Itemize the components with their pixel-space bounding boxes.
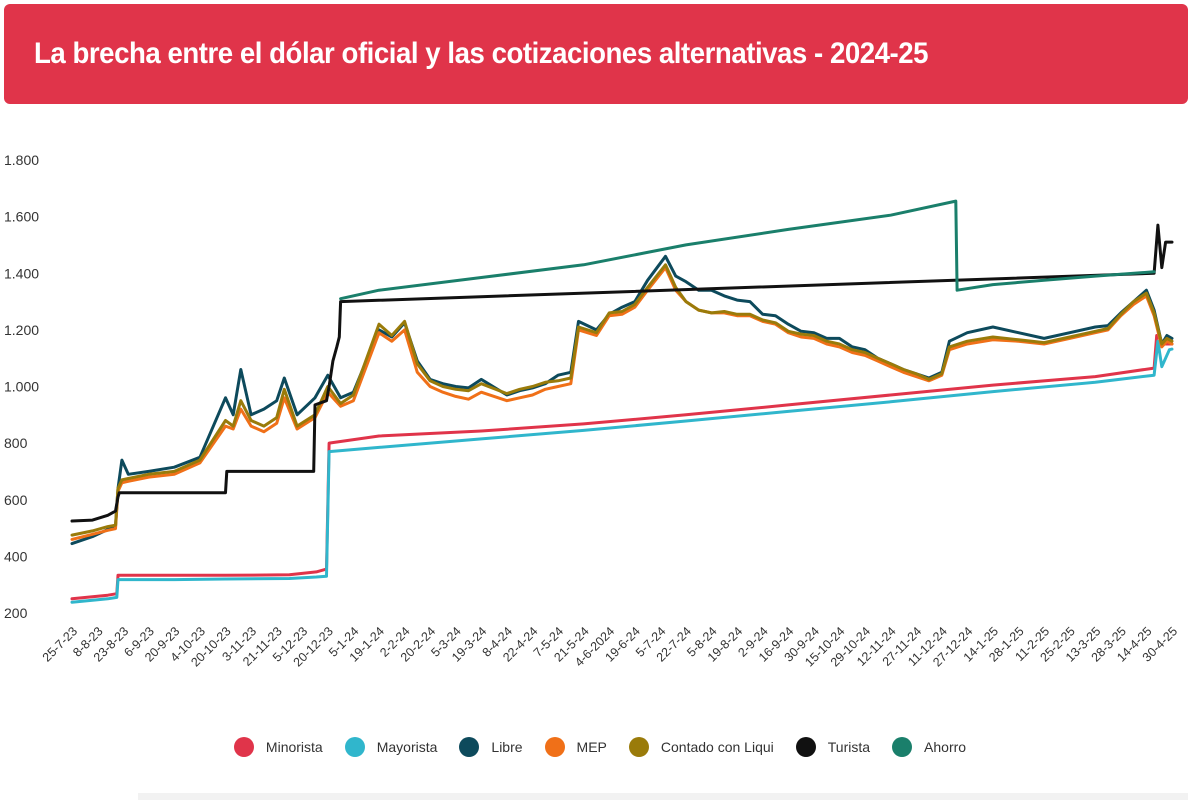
y-tick-label: 1.800 <box>4 152 39 168</box>
x-axis: 25-7-238-8-2323-8-236-9-2320-9-234-10-23… <box>40 624 1180 669</box>
legend-label: Contado con Liqui <box>660 739 774 755</box>
y-tick-label: 1.600 <box>4 209 39 225</box>
legend: Minorista Mayorista Libre MEP Contado con Li… <box>0 733 1200 761</box>
page-title: La brecha entre el dólar oficial y las c… <box>34 37 929 70</box>
legend-label: Minorista <box>265 739 323 755</box>
legend-label: Ahorro <box>924 739 967 755</box>
legend-swatch <box>544 737 565 757</box>
series-line-minorista <box>70 334 1174 601</box>
y-tick-label: 400 <box>4 548 28 564</box>
series-line-mep <box>70 266 1174 541</box>
footer-bar <box>138 793 1188 800</box>
legend-item[interactable]: Libre <box>459 737 523 757</box>
legend-swatch <box>459 737 480 757</box>
y-tick-label: 1.400 <box>4 265 39 281</box>
legend-swatch <box>344 737 365 757</box>
legend-item[interactable]: MEP <box>544 737 607 757</box>
legend-label: Mayorista <box>376 739 438 755</box>
series-line-turista <box>70 223 1174 523</box>
legend-swatch <box>795 737 816 757</box>
series-lines <box>70 199 1174 604</box>
line-chart: 200 400 600 800 1.000 1.200 1.400 1.600 1.800 25… <box>4 152 1180 670</box>
legend-item[interactable]: Mayorista <box>344 737 438 757</box>
legend-item[interactable]: Turista <box>795 737 871 757</box>
legend-item[interactable]: Minorista <box>233 737 323 757</box>
y-tick-label: 200 <box>4 605 28 621</box>
legend-item[interactable]: Contado con Liqui <box>628 737 774 757</box>
y-axis: 200 400 600 800 1.000 1.200 1.400 1.600 1.800 <box>4 152 39 621</box>
y-tick-label: 800 <box>4 435 28 451</box>
y-tick-label: 600 <box>4 492 28 508</box>
legend-swatch <box>892 737 913 757</box>
title-banner: La brecha entre el dólar oficial y las c… <box>4 4 1188 104</box>
legend-swatch <box>233 737 254 757</box>
legend-label: MEP <box>576 739 607 755</box>
x-tick-label: 25-7-23 <box>40 624 80 664</box>
legend-label: Libre <box>491 739 523 755</box>
y-tick-label: 1.000 <box>4 379 39 395</box>
series-line-libre <box>70 254 1174 546</box>
series-line-mayorista <box>70 339 1174 604</box>
legend-swatch <box>628 737 649 757</box>
legend-label: Turista <box>827 739 871 755</box>
series-line-ahorro <box>339 199 1156 301</box>
y-tick-label: 1.200 <box>4 322 39 338</box>
series-line-contado-con-liqui <box>70 263 1174 537</box>
legend-item[interactable]: Ahorro <box>892 737 966 757</box>
